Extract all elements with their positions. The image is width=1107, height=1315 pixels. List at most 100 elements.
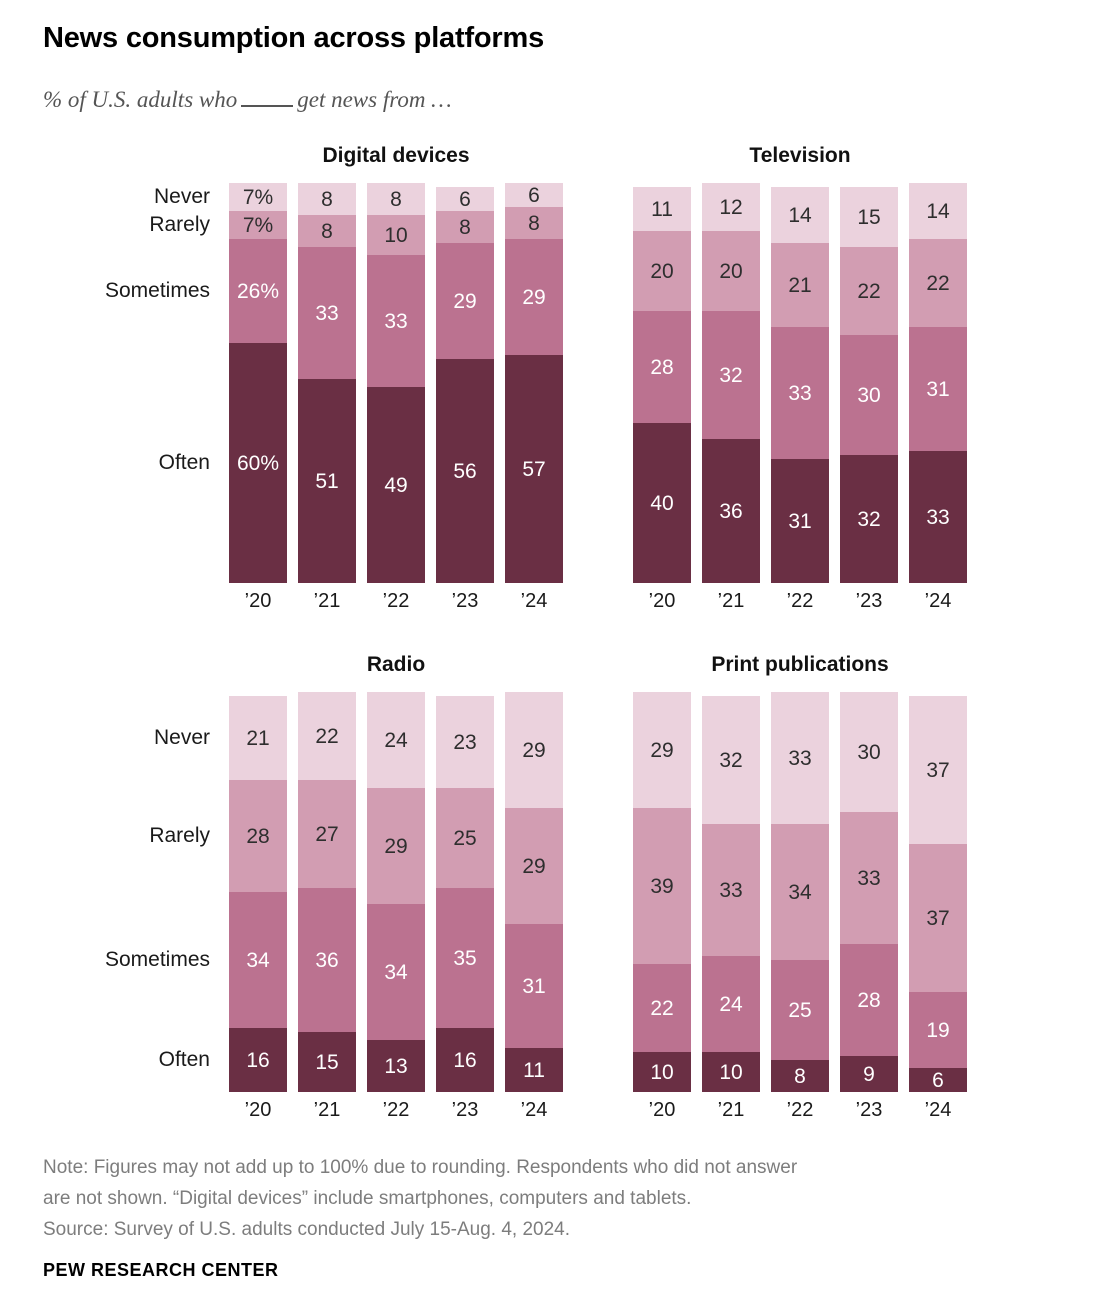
segment-sometimes: 31	[909, 327, 967, 451]
segment-rarely: 27	[298, 780, 356, 888]
segment-sometimes: 29	[436, 243, 494, 359]
year-label: ’21	[717, 1099, 745, 1121]
segment-never: 24	[367, 692, 425, 788]
segment-rarely: 7%	[229, 211, 287, 239]
segment-rarely: 39	[633, 808, 691, 964]
segment-sometimes: 24	[702, 956, 760, 1052]
x-axis-labels: ’20 ’21 ’22 ’23 ’24	[229, 1099, 563, 1122]
year-label: ’20	[244, 1099, 272, 1121]
segment-sometimes: 34	[367, 904, 425, 1040]
segment-never: 32	[702, 696, 760, 824]
segment-often: 8	[771, 1060, 829, 1092]
segment-often: 40	[633, 423, 691, 583]
segment-never: 12	[702, 183, 760, 231]
chart-radio: Radio 21 28 34 16 22 27 36 15 24 29 34 13 23 25 35 16 29…	[0, 649, 580, 1149]
segment-never: 29	[633, 692, 691, 808]
segment-rarely: 34	[771, 824, 829, 960]
year-label: ’22	[382, 590, 410, 612]
footnote: Note: Figures may not add up to 100% due…	[43, 1152, 1003, 1245]
year-label: ’24	[520, 1099, 548, 1121]
segment-often: 15	[298, 1032, 356, 1092]
subtitle-prefix: % of U.S. adults who	[43, 87, 238, 112]
segment-never: 7%	[229, 183, 287, 211]
year-label: ’22	[786, 1099, 814, 1121]
segment-rarely: 29	[367, 788, 425, 904]
segment-rarely: 20	[702, 231, 760, 311]
row-label-often: Often	[158, 451, 210, 474]
year-label: ’20	[244, 590, 272, 612]
stacked-bar-21: 22 27 36 15	[298, 692, 356, 1092]
segment-sometimes: 33	[771, 327, 829, 459]
stacked-bar-22: 33 34 25 8	[771, 692, 829, 1092]
segment-often: 36	[702, 439, 760, 583]
segment-rarely: 33	[702, 824, 760, 956]
year-label: ’22	[786, 590, 814, 612]
segment-often: 31	[771, 459, 829, 583]
x-axis-labels: ’20 ’21 ’22 ’23 ’24	[633, 1099, 967, 1122]
x-axis-labels: ’20 ’21 ’22 ’23 ’24	[229, 590, 563, 613]
stacked-bar-23: 30 33 28 9	[840, 692, 898, 1092]
segment-often: 16	[229, 1028, 287, 1092]
segment-never: 14	[909, 183, 967, 239]
segment-rarely: 22	[909, 239, 967, 327]
segment-often: 13	[367, 1040, 425, 1092]
segment-often: 10	[633, 1052, 691, 1092]
segment-never: 30	[840, 692, 898, 812]
segment-sometimes: 32	[702, 311, 760, 439]
segment-sometimes: 30	[840, 335, 898, 455]
year-label: ’23	[855, 590, 883, 612]
segment-rarely: 21	[771, 243, 829, 327]
segment-sometimes: 31	[505, 924, 563, 1048]
segment-never: 22	[298, 692, 356, 780]
segment-sometimes: 25	[771, 960, 829, 1060]
year-label: ’20	[648, 590, 676, 612]
subtitle-blank-line	[241, 82, 294, 107]
stacked-bar-23: 6 8 29 56	[436, 187, 494, 583]
segment-often: 56	[436, 359, 494, 583]
segment-never: 37	[909, 696, 967, 844]
segment-sometimes: 26%	[229, 239, 287, 343]
segment-never: 14	[771, 187, 829, 243]
brand-pew-research-center: PEW RESEARCH CENTER	[43, 1260, 279, 1280]
row-label-sometimes: Sometimes	[104, 279, 210, 302]
segment-never: 29	[505, 692, 563, 808]
segment-rarely: 20	[633, 231, 691, 311]
segment-never: 11	[633, 187, 691, 231]
chart-title-digital-devices: Digital devices	[322, 144, 470, 167]
bars-group: 29 39 22 10 32 33 24 10 33 34 25 8 30 33 28 9 37 37 19 6	[633, 649, 967, 1092]
chart-television: Television 11 20 28 40 12 20 32 36 14 21 33 31 15 22 3…	[605, 140, 1105, 640]
stacked-bar-22: 14 21 33 31	[771, 187, 829, 583]
segment-rarely: 8	[505, 207, 563, 239]
segment-never: 6	[505, 183, 563, 207]
segment-never: 6	[436, 187, 494, 211]
segment-rarely: 37	[909, 844, 967, 992]
segment-sometimes: 28	[633, 311, 691, 423]
footnote-line-3: Source: Survey of U.S. adults conducted …	[43, 1219, 571, 1240]
row-label-never: Never	[153, 726, 210, 749]
stacked-bar-21: 8 8 33 51	[298, 183, 356, 583]
stacked-bar-21: 32 33 24 10	[702, 696, 760, 1092]
footnote-line-2: are not shown. “Digital devices” include…	[43, 1188, 692, 1209]
segment-never: 15	[840, 187, 898, 247]
segment-rarely: 8	[298, 215, 356, 247]
stacked-bar-20: 21 28 34 16	[229, 696, 287, 1092]
row-label-sometimes: Sometimes	[104, 948, 210, 971]
page-subtitle: % of U.S. adults who get news from …	[43, 82, 452, 113]
segment-often: 11	[505, 1048, 563, 1092]
year-label: ’21	[717, 590, 745, 612]
row-label-rarely: Rarely	[149, 213, 210, 236]
segment-often: 60%	[229, 343, 287, 583]
row-label-often: Often	[158, 1048, 210, 1071]
segment-often: 32	[840, 455, 898, 583]
segment-sometimes: 34	[229, 892, 287, 1028]
chart-title-print-publications: Print publications	[711, 653, 889, 676]
chart-print-publications: Print publications 29 39 22 10 32 33 24 10 33 34 2…	[605, 649, 1105, 1149]
subtitle-suffix: get news from …	[297, 87, 452, 112]
year-label: ’24	[924, 1099, 952, 1121]
chart-title-television: Television	[749, 144, 851, 167]
segment-sometimes: 35	[436, 888, 494, 1028]
segment-sometimes: 29	[505, 239, 563, 355]
stacked-bar-20: 29 39 22 10	[633, 692, 691, 1092]
stacked-bar-22: 8 10 33 49	[367, 183, 425, 583]
stacked-bar-23: 23 25 35 16	[436, 696, 494, 1092]
